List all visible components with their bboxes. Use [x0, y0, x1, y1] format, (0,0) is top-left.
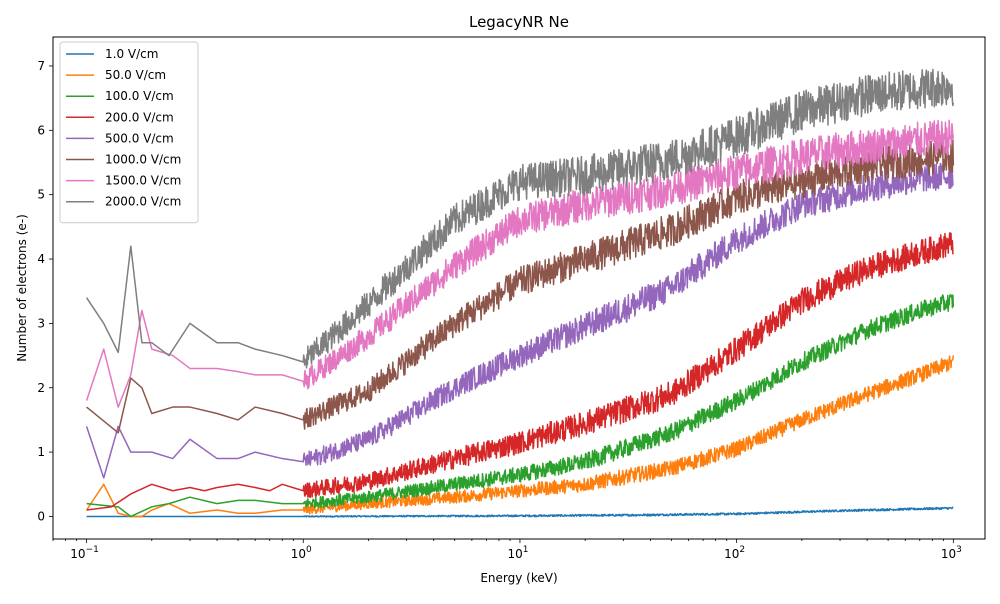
y-tick-label: 6 [37, 123, 45, 137]
y-tick-label: 5 [37, 188, 45, 202]
legend-label: 50.0 V/cm [105, 68, 166, 82]
series-line [86, 506, 954, 518]
legend-label: 1000.0 V/cm [105, 153, 181, 167]
y-tick-label: 4 [37, 252, 45, 266]
legend-label: 500.0 V/cm [105, 131, 174, 145]
series-line [86, 232, 954, 511]
chart-title: LegacyNR Ne [469, 13, 569, 31]
x-axis-label: Energy (keV) [480, 571, 557, 585]
legend-label: 200.0 V/cm [105, 110, 174, 124]
x-tick-label: 103 [941, 545, 962, 561]
series-line [85, 355, 955, 518]
legend-label: 1500.0 V/cm [105, 174, 181, 188]
legend-label: 2000.0 V/cm [105, 195, 181, 209]
series-line [85, 162, 955, 479]
series-line [85, 68, 955, 369]
x-tick-label: 10−1 [70, 545, 99, 561]
series-line [86, 294, 955, 518]
y-axis-label: Number of electrons (e-) [15, 214, 29, 362]
x-axis: 10−1 100 101 102 103 [52, 539, 962, 561]
y-tick-label: 1 [37, 445, 45, 459]
y-tick-label: 7 [37, 59, 45, 73]
x-tick-label: 102 [724, 545, 745, 561]
y-tick-label: 3 [37, 316, 45, 330]
legend-label: 1.0 V/cm [105, 47, 158, 61]
legend-box [59, 41, 199, 224]
plot-frame [52, 36, 986, 540]
series-line [85, 119, 955, 408]
y-tick-label: 0 [37, 509, 45, 523]
legend-label: 100.0 V/cm [105, 89, 174, 103]
series-line [86, 139, 955, 434]
legend: 1.0 V/cm 50.0 V/cm 100.0 V/cm 200.0 V/cm 500… [59, 41, 199, 224]
x-tick-label: 100 [291, 545, 312, 561]
plot-area [85, 68, 955, 518]
y-tick-label: 2 [37, 381, 45, 395]
x-tick-label: 101 [507, 545, 528, 561]
y-axis: 0 1 2 3 4 5 6 7 [37, 59, 53, 523]
